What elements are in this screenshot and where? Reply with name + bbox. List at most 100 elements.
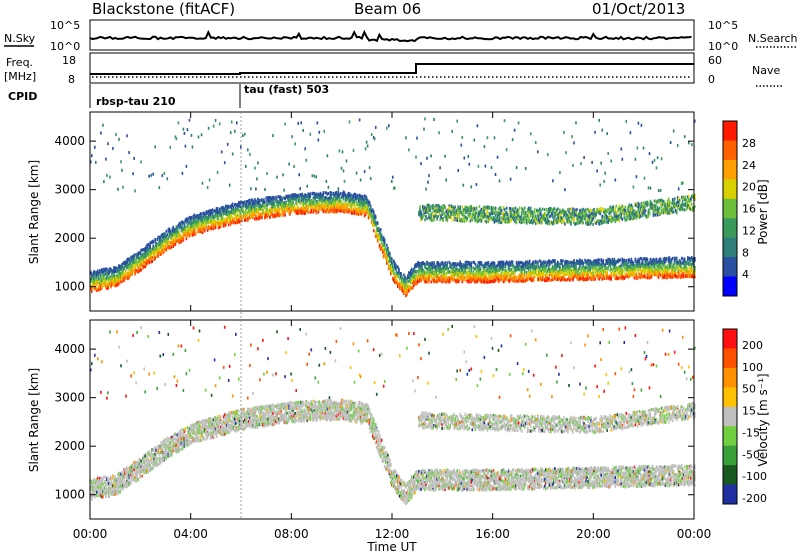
- scatter-cell: [200, 212, 203, 216]
- scatter-cell: [322, 203, 325, 207]
- scatter-cell: [171, 236, 174, 240]
- scatter-cell: [496, 277, 499, 281]
- scatter-cell: [350, 204, 353, 208]
- sparse-cell: [272, 134, 274, 138]
- sparse-cell: [405, 136, 407, 140]
- scatter-cell: [173, 239, 176, 243]
- scatter-cell: [479, 217, 482, 221]
- sparse-cell: [313, 174, 316, 178]
- scatter-cell: [442, 217, 444, 220]
- scatter-cell: [507, 218, 510, 222]
- scatter-cell: [450, 212, 452, 216]
- scatter-cell: [458, 208, 460, 211]
- scatter-cell: [508, 262, 511, 266]
- scatter-cell: [308, 195, 310, 199]
- scatter-cell: [311, 205, 314, 209]
- scatter-cell: [380, 240, 383, 243]
- scatter-cell: [457, 269, 459, 273]
- scatter-cell: [403, 273, 405, 277]
- scatter-cell: [484, 265, 487, 269]
- scatter-cell: [313, 204, 316, 208]
- scatter-cell: [289, 199, 291, 203]
- sparse-cell: [174, 135, 177, 139]
- scatter-cell: [478, 218, 481, 222]
- scatter-cell: [256, 217, 258, 221]
- scatter-cell: [149, 251, 151, 255]
- scatter-cell: [266, 199, 268, 203]
- scatter-cell: [474, 276, 477, 280]
- scatter-cell: [452, 207, 454, 211]
- scatter-cell: [463, 278, 466, 282]
- scatter-cell: [304, 201, 306, 205]
- scatter-cell: [441, 267, 443, 271]
- scatter-cell: [334, 207, 337, 211]
- scatter-cell: [210, 227, 213, 231]
- scatter-cell: [295, 210, 297, 214]
- scatter-cell: [378, 229, 381, 233]
- scatter-cell: [434, 268, 436, 272]
- scatter-cell: [437, 275, 439, 279]
- scatter-cell: [106, 267, 108, 271]
- sparse-cell: [293, 165, 295, 168]
- scatter-cell: [396, 278, 398, 282]
- scatter-cell: [419, 277, 421, 281]
- scatter-cell: [212, 217, 215, 221]
- scatter-cell: [455, 209, 457, 213]
- scatter-cell: [249, 211, 251, 215]
- scatter-cell: [281, 198, 283, 202]
- scatter-cell: [362, 201, 365, 205]
- scatter-cell: [437, 261, 439, 265]
- scatter-cell: [534, 214, 537, 218]
- scatter-cell: [213, 214, 216, 218]
- scatter-cell: [500, 210, 503, 214]
- scatter-cell: [480, 271, 483, 275]
- scatter-cell: [221, 207, 224, 211]
- sparse-cell: [266, 172, 268, 175]
- scatter-cell: [504, 217, 507, 221]
- scatter-cell: [194, 219, 197, 223]
- sparse-cell: [503, 119, 506, 123]
- scatter-cell: [237, 219, 239, 223]
- scatter-cell: [426, 204, 428, 208]
- scatter-cell: [380, 233, 383, 237]
- scatter-cell: [206, 218, 209, 222]
- scatter-cell: [381, 236, 384, 240]
- scatter-cell: [303, 196, 305, 200]
- scatter-cell: [132, 261, 134, 265]
- scatter-cell: [318, 196, 321, 200]
- sparse-cell: [345, 159, 348, 163]
- scatter-cell: [306, 204, 308, 208]
- scatter-cell: [256, 214, 258, 218]
- scatter-cell: [434, 214, 436, 218]
- scatter-cell: [516, 212, 519, 216]
- scatter-cell: [424, 271, 426, 275]
- scatter-cell: [270, 200, 272, 204]
- scatter-cell: [423, 271, 425, 275]
- scatter-cell: [441, 210, 443, 213]
- scatter-cell: [329, 198, 332, 202]
- scatter-cell: [231, 218, 234, 222]
- scatter-cell: [96, 270, 98, 274]
- scatter-cell: [438, 266, 440, 270]
- scatter-cell: [291, 203, 293, 206]
- scatter-cell: [95, 272, 97, 275]
- scatter-cell: [134, 271, 136, 275]
- scatter-cell: [348, 201, 351, 205]
- scatter-cell: [421, 269, 423, 273]
- scatter-cell: [107, 275, 109, 279]
- sparse-cell: [109, 175, 111, 179]
- scatter-cell: [283, 212, 285, 216]
- scatter-cell: [260, 204, 262, 208]
- scatter-cell: [542, 207, 544, 211]
- scatter-cell: [445, 264, 447, 267]
- scatter-cell: [360, 212, 363, 216]
- scatter-cell: [427, 262, 429, 266]
- scatter-cell: [221, 218, 224, 222]
- sparse-cell: [392, 175, 394, 179]
- scatter-cell: [149, 254, 151, 258]
- scatter-cell: [267, 212, 269, 216]
- scatter-cell: [427, 275, 429, 279]
- scatter-cell: [338, 207, 341, 211]
- scatter-cell: [344, 203, 347, 207]
- scatter-cell: [144, 265, 146, 269]
